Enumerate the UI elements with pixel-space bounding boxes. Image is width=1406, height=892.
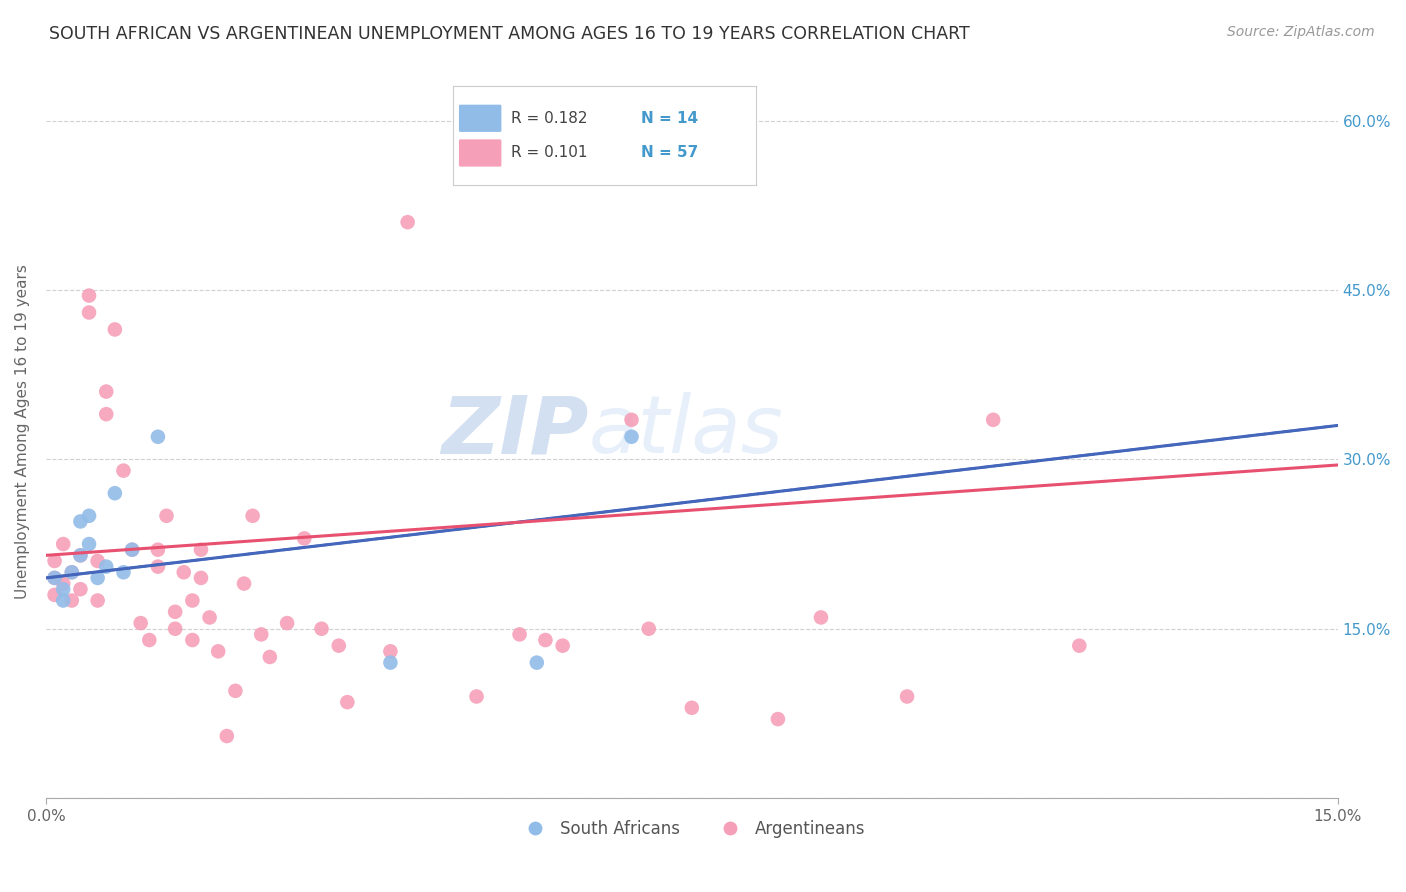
Point (52, 593, 75, 607)
Point (96, 407, 118, 421)
Point (121, 542, 143, 557)
Point (96, 384, 118, 399)
Point (465, 690, 488, 704)
Point (146, 430, 169, 444)
Point (620, 413, 643, 427)
Point (181, 593, 204, 607)
Point (250, 627, 273, 641)
Point (896, 690, 918, 704)
Point (190, 571, 212, 585)
Point (551, 639, 574, 653)
Point (380, 656, 402, 670)
Point (165, 605, 187, 619)
Legend: South Africans, Argentineans: South Africans, Argentineans (512, 814, 872, 845)
Point (981, 413, 1004, 427)
Point (112, 566, 135, 580)
Point (276, 616, 298, 631)
Point (620, 430, 643, 444)
Y-axis label: Unemployment Among Ages 16 to 19 years: Unemployment Among Ages 16 to 19 years (15, 264, 30, 599)
Point (259, 650, 281, 665)
Point (336, 695, 359, 709)
Point (69, 582, 91, 597)
Point (77, 508, 100, 523)
Point (766, 712, 789, 726)
Point (242, 508, 264, 523)
Point (112, 464, 135, 478)
Point (380, 644, 402, 658)
Point (328, 639, 350, 653)
Point (77, 288, 100, 302)
Text: atlas: atlas (589, 392, 783, 470)
Point (190, 542, 212, 557)
Point (509, 627, 531, 641)
Point (146, 559, 169, 574)
Point (86, 593, 108, 607)
Point (69, 549, 91, 563)
Point (637, 622, 659, 636)
Point (1069, 639, 1091, 653)
Point (52, 582, 75, 597)
Text: SOUTH AFRICAN VS ARGENTINEAN UNEMPLOYMENT AMONG AGES 16 TO 19 YEARS CORRELATION : SOUTH AFRICAN VS ARGENTINEAN UNEMPLOYMEN… (49, 25, 970, 43)
Point (44, 571, 66, 585)
Point (69, 515, 91, 529)
Point (165, 622, 187, 636)
Point (52, 576, 75, 591)
Point (96, 559, 118, 574)
Point (52, 537, 75, 551)
Point (138, 633, 160, 648)
Point (77, 537, 100, 551)
Point (86, 571, 108, 585)
Point (534, 633, 557, 648)
Point (69, 549, 91, 563)
Point (146, 542, 169, 557)
Point (121, 542, 143, 557)
Point (77, 305, 100, 319)
Point (311, 622, 333, 636)
Point (60, 566, 83, 580)
Point (60, 593, 83, 607)
Point (396, 215, 419, 229)
Point (215, 729, 238, 743)
Point (104, 486, 127, 500)
Text: Source: ZipAtlas.com: Source: ZipAtlas.com (1227, 25, 1375, 39)
Point (44, 588, 66, 602)
Point (104, 322, 127, 336)
Point (155, 508, 177, 523)
Point (181, 633, 204, 648)
Point (207, 644, 229, 658)
Point (198, 610, 221, 624)
Point (60, 566, 83, 580)
Point (173, 566, 195, 580)
Point (86, 554, 108, 568)
Point (681, 700, 703, 714)
Point (233, 576, 256, 591)
Point (129, 616, 152, 631)
Point (44, 571, 66, 585)
Point (224, 683, 246, 698)
Point (810, 610, 832, 624)
Point (44, 554, 66, 568)
Text: ZIP: ZIP (441, 392, 589, 470)
Point (526, 656, 548, 670)
Point (292, 532, 315, 546)
